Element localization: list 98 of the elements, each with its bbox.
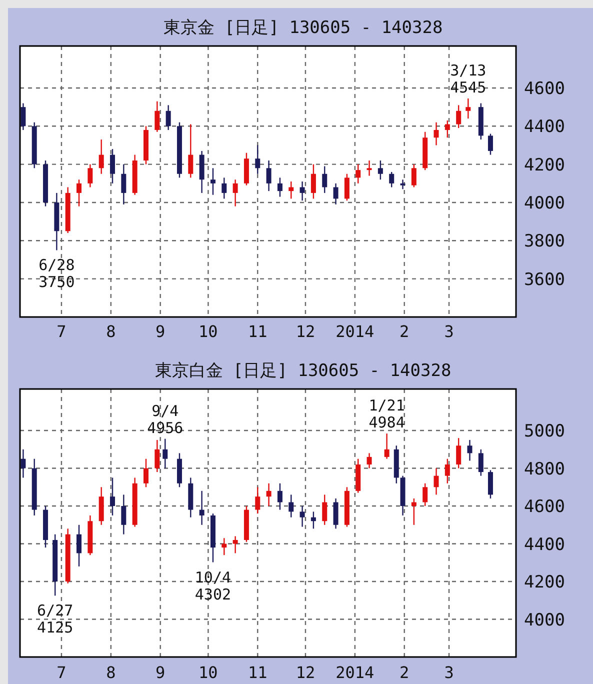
annotation: 10/4 4302 xyxy=(194,568,232,604)
candlestick xyxy=(20,102,26,131)
candlestick xyxy=(266,160,272,192)
x-tick-label: 10 xyxy=(198,322,218,341)
candlestick xyxy=(378,160,383,180)
candlestick xyxy=(162,438,168,469)
candlestick xyxy=(88,164,93,188)
x-tick-label: 9 xyxy=(156,322,166,341)
candlestick xyxy=(222,177,227,200)
y-tick-label: 5000 xyxy=(524,422,565,442)
candlestick xyxy=(456,437,462,469)
x-tick-label: 3 xyxy=(444,322,454,341)
candlestick xyxy=(277,482,282,510)
y-tick-label: 4200 xyxy=(524,572,565,593)
candlestick xyxy=(76,178,82,207)
candlestick xyxy=(466,98,471,120)
candlestick xyxy=(232,178,238,207)
candlestick xyxy=(166,104,171,131)
candlestick xyxy=(366,452,372,469)
candlestick xyxy=(110,477,115,516)
x-tick-label: 11 xyxy=(248,663,268,682)
y-tick-label: 3600 xyxy=(524,270,565,290)
y-tick-label: 3800 xyxy=(524,232,565,252)
candlestick xyxy=(288,180,294,200)
candlestick xyxy=(488,133,493,156)
chart-title: 東京金 [日足] 130605 - 140328 xyxy=(163,18,443,38)
candlestick xyxy=(310,511,316,530)
y-tick-label: 4000 xyxy=(524,193,565,214)
candlestick xyxy=(98,138,104,174)
x-tick-label: 2 xyxy=(400,663,410,682)
x-tick-label: 8 xyxy=(106,663,116,682)
candlestick xyxy=(222,538,227,556)
chart-title: 東京白金 [日足] 130605 - 140328 xyxy=(154,361,452,381)
candlestick xyxy=(422,482,428,507)
annotation: 1/21 4984 xyxy=(368,396,405,432)
y-tick-label: 4800 xyxy=(524,459,565,480)
candlestick xyxy=(322,494,328,526)
y-tick-label: 4400 xyxy=(524,534,565,555)
candlestick xyxy=(322,166,328,194)
candlestick xyxy=(444,458,450,484)
candlestick xyxy=(277,177,282,198)
candlestick xyxy=(154,100,160,132)
candlestick xyxy=(255,144,260,174)
candlestick xyxy=(444,120,450,138)
y-tick-label: 4600 xyxy=(524,78,565,99)
x-tick-label: 10 xyxy=(198,663,218,682)
candlestick xyxy=(333,182,338,205)
x-tick-label: 11 xyxy=(248,322,268,341)
candlestick xyxy=(121,164,126,205)
candlestick xyxy=(411,164,416,188)
candlestick xyxy=(488,470,493,500)
x-tick-label: 9 xyxy=(156,663,166,682)
candlestick xyxy=(121,494,126,535)
candlestick xyxy=(288,494,294,518)
candlestick xyxy=(199,490,204,526)
candlestick xyxy=(400,178,406,190)
candlestick xyxy=(434,468,439,496)
candlestick xyxy=(210,168,216,196)
candlestick xyxy=(20,448,26,478)
candlestick xyxy=(154,439,160,473)
candlestick xyxy=(411,498,416,526)
x-tick-label: 2014 xyxy=(336,663,374,682)
candlestick xyxy=(456,104,462,129)
candlestick xyxy=(110,148,115,184)
candlestick xyxy=(266,482,272,507)
candlestick xyxy=(232,536,238,554)
candlestick xyxy=(310,164,316,200)
annotation: 9/4 4956 xyxy=(147,402,184,437)
x-tick-label: 12 xyxy=(296,663,316,682)
candlestick xyxy=(143,458,148,488)
annotation: 3/13 4545 xyxy=(450,61,486,96)
y-tick-label: 4000 xyxy=(524,610,565,630)
candlestick xyxy=(356,164,361,184)
x-tick-label: 7 xyxy=(56,663,66,682)
y-tick-label: 4400 xyxy=(524,117,565,138)
y-tick-label: 4600 xyxy=(524,497,565,518)
candlestick xyxy=(389,171,394,188)
x-tick-label: 12 xyxy=(296,322,316,341)
candlestick xyxy=(384,432,390,460)
candlestick xyxy=(300,180,305,202)
candlestick xyxy=(467,439,472,462)
candlestick xyxy=(478,448,484,476)
y-tick-label: 4200 xyxy=(524,155,565,176)
candlestick xyxy=(333,498,338,530)
x-tick-label: 7 xyxy=(56,322,66,341)
candlestick xyxy=(76,524,82,568)
candlestick xyxy=(255,486,260,514)
candlestick xyxy=(366,160,372,176)
annotation: 6/27 4125 xyxy=(37,602,74,637)
x-tick-label: 2 xyxy=(400,322,410,341)
x-tick-label: 3 xyxy=(444,663,454,682)
candlestick xyxy=(188,124,194,178)
x-tick-label: 2014 xyxy=(336,322,374,341)
candlestick xyxy=(434,122,439,146)
candlestick xyxy=(344,173,350,202)
annotation: 6/28 3750 xyxy=(38,256,75,292)
candlestick xyxy=(300,505,305,528)
x-tick-label: 8 xyxy=(106,322,116,341)
